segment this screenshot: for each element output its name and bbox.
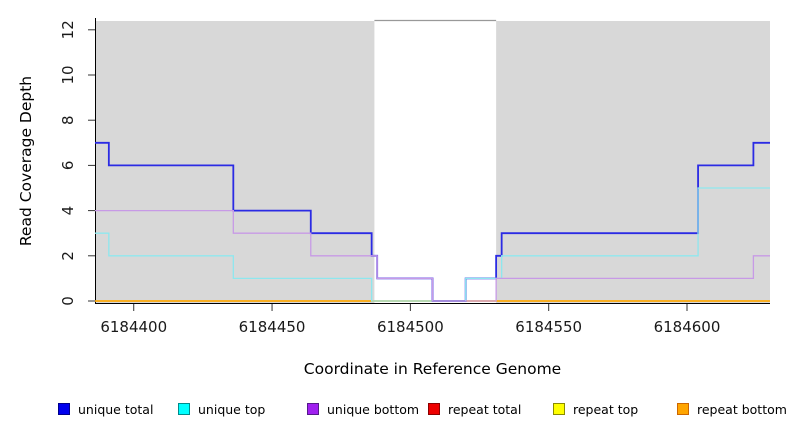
legend-label: repeat total <box>448 401 522 417</box>
legend-item-repeat-bottom: repeat bottom <box>677 399 787 419</box>
highlight-band <box>374 20 497 303</box>
legend-label: repeat bottom <box>697 401 787 417</box>
y-tick-label: 0 <box>59 296 77 306</box>
legend-item-repeat-total: repeat total <box>428 399 521 419</box>
legend-label: unique top <box>198 401 266 417</box>
series-line-unique-bottom <box>95 209 770 302</box>
legend-swatch-unique-top <box>178 403 190 415</box>
x-tick-label: 6184550 <box>515 318 582 336</box>
y-tick-label: 2 <box>59 251 77 261</box>
legend-swatch-repeat-top <box>553 403 565 415</box>
legend-label: unique total <box>78 401 154 417</box>
y-tick-label: 4 <box>59 206 77 216</box>
y-tick-label: 8 <box>59 115 77 125</box>
x-axis-label: Coordinate in Reference Genome <box>303 360 562 378</box>
legend-item-unique-bottom: unique bottom <box>307 399 419 419</box>
x-tick-label: 6184400 <box>100 318 167 336</box>
y-tick-label: 12 <box>59 20 77 39</box>
legend-item-unique-total: unique total <box>58 399 153 419</box>
legend-item-unique-top: unique top <box>178 399 265 419</box>
legend-swatch-unique-total <box>58 403 70 415</box>
x-tick-label: 6184450 <box>239 318 306 336</box>
legend-label: repeat top <box>573 401 639 417</box>
series-line-unique-top <box>95 187 770 302</box>
legend-swatch-repeat-total <box>428 403 440 415</box>
x-tick-label: 6184600 <box>654 318 721 336</box>
legend-swatch-unique-bottom <box>307 403 319 415</box>
legend-label: unique bottom <box>327 401 420 417</box>
y-axis-label: Read Coverage Depth <box>17 75 35 247</box>
y-tick-label: 10 <box>59 65 77 84</box>
legend-item-repeat-top: repeat top <box>553 399 638 419</box>
legend-swatch-repeat-bottom <box>677 403 689 415</box>
x-tick-label: 6184500 <box>377 318 444 336</box>
legend: unique total unique top unique bottom re… <box>0 399 792 423</box>
y-tick-label: 6 <box>59 161 77 171</box>
